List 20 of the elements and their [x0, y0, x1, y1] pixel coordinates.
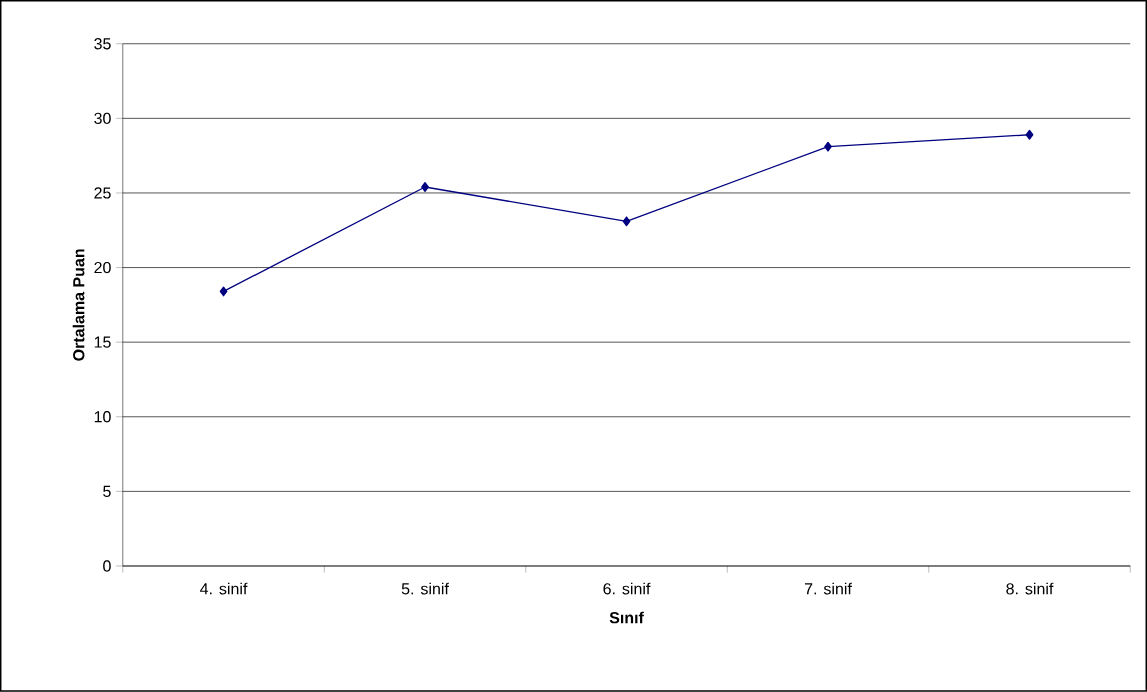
y-tick-label: 10 [94, 411, 111, 423]
x-axis-title: Sınıf [609, 611, 644, 624]
x-tick-label: 8. sinif [1006, 582, 1054, 595]
point [824, 141, 832, 152]
point [421, 182, 429, 193]
x-tick-label: 6. sinif [603, 582, 651, 595]
y-tick-label: 5 [103, 485, 111, 498]
y-tick-label: 35 [94, 38, 111, 50]
y-tick-label: 0 [103, 560, 111, 572]
y-tick-label: 20 [94, 262, 111, 274]
y-tick-label: 25 [94, 187, 111, 199]
y-tick-label: 15 [94, 336, 111, 348]
point [1025, 129, 1034, 140]
x-tick-label: 4. sinif [200, 582, 248, 595]
x-tick-label: 7. sinif [804, 582, 852, 595]
point [622, 216, 631, 227]
x-tick-label: 5. sinif [401, 582, 449, 595]
y-axis-title: Ortalama Puan [72, 249, 85, 361]
point [219, 286, 228, 297]
y-tick-label: 30 [94, 112, 111, 125]
